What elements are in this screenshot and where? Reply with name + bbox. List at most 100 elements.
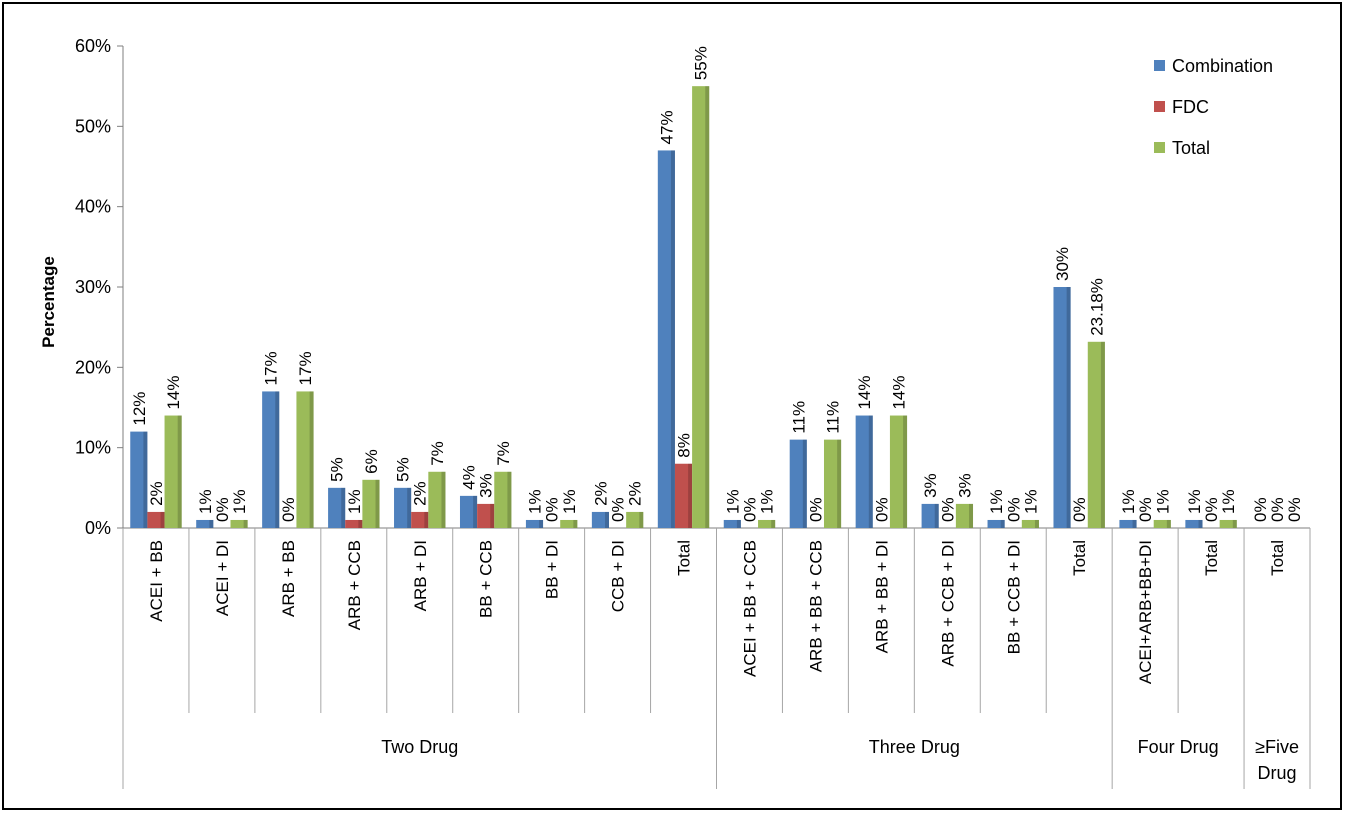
data-label: 0%	[1070, 497, 1089, 522]
data-label: 47%	[657, 110, 676, 144]
bar-combination	[855, 415, 873, 528]
data-label: 1%	[1185, 489, 1204, 514]
bar-combination	[789, 439, 807, 528]
bar-shade	[490, 503, 495, 528]
data-label: 0%	[740, 497, 759, 522]
data-label: 0%	[872, 497, 891, 522]
category-label: ACEI + BB + CCB	[740, 540, 759, 677]
category-axis-layer: ACEI + BB ACEI + DI ARB + BB ARB + CCB ARB +…	[122, 528, 1311, 789]
legend: Combination FDC Total	[1154, 56, 1273, 158]
bar-chart: 0%10%20%30%40%50%60% 12%2%14%1%0%1%17%0%…	[39, 36, 1311, 789]
bar-shade	[688, 463, 693, 528]
data-label: 3%	[955, 473, 974, 498]
bar-combination	[921, 503, 939, 528]
group-label: Two Drug	[381, 737, 458, 757]
category-label: Total	[675, 540, 694, 576]
bar-shade	[934, 503, 939, 528]
bar-shade	[539, 519, 544, 528]
bar-total	[1021, 519, 1039, 528]
category-label: CCB + DI	[609, 540, 628, 612]
bar-shade	[1132, 519, 1137, 528]
y-tick-label: 60%	[75, 36, 111, 56]
data-label: 2%	[626, 481, 645, 506]
data-label: 17%	[296, 351, 315, 385]
bar-fdc	[674, 463, 693, 528]
category-label: ACEI + BB	[147, 540, 166, 622]
bar-shade	[243, 519, 248, 528]
data-label: 1%	[1119, 489, 1138, 514]
bar-total	[494, 471, 512, 528]
bar-total	[758, 519, 776, 528]
bar-total	[164, 415, 182, 528]
bar-shade	[670, 150, 675, 528]
data-label: 2%	[411, 481, 430, 506]
bar-combination	[459, 495, 478, 528]
group-label: Drug	[1258, 763, 1297, 783]
bar-shade	[705, 86, 710, 529]
y-tick-label: 0%	[85, 518, 111, 538]
bar-combination	[328, 487, 346, 528]
data-label: 11%	[789, 401, 808, 434]
data-label: 12%	[130, 392, 149, 426]
data-label: 14%	[164, 376, 183, 410]
data-label: 1%	[345, 489, 364, 514]
bar-shade	[407, 487, 412, 528]
data-label: 0%	[938, 497, 957, 522]
bar-total	[428, 471, 446, 528]
bar-shade	[341, 487, 346, 528]
bar-combination	[1053, 287, 1071, 528]
bar-total	[889, 415, 908, 528]
group-label: Three Drug	[869, 737, 960, 757]
bar-shade	[309, 391, 314, 528]
bars-layer	[130, 86, 1237, 529]
bar-combination	[591, 511, 610, 528]
bar-shade	[358, 519, 363, 528]
data-label: 3%	[921, 473, 940, 498]
data-label: 0%	[1251, 497, 1270, 522]
bar-total	[823, 439, 842, 528]
category-label: ACEI + DI	[213, 540, 232, 616]
bar-shade	[143, 431, 148, 528]
bar-shade	[424, 511, 429, 528]
bar-total	[692, 86, 710, 529]
y-tick-label: 10%	[75, 438, 111, 458]
bar-combination	[394, 487, 412, 528]
bar-shade	[177, 415, 182, 528]
data-label: 17%	[262, 351, 281, 385]
bar-shade	[1166, 519, 1171, 528]
bar-shade	[375, 479, 380, 528]
category-label: ARB + DI	[411, 540, 430, 611]
bar-fdc	[147, 511, 165, 528]
data-label: 0%	[1202, 497, 1221, 522]
bar-shade	[507, 471, 512, 528]
bar-total	[626, 511, 644, 528]
bar-shade	[209, 519, 214, 528]
data-label: 1%	[560, 489, 579, 514]
data-label: 0%	[806, 497, 825, 522]
bar-combination	[987, 519, 1005, 528]
bar-shade	[736, 519, 741, 528]
y-tick-label: 30%	[75, 277, 111, 297]
bar-combination	[1119, 519, 1137, 528]
data-label: 0%	[1004, 497, 1023, 522]
category-label: ARB + CCB + DI	[938, 540, 957, 667]
bar-total	[296, 391, 314, 528]
y-axis-title: Percentage	[39, 256, 58, 348]
category-label: ARB + BB + CCB	[806, 540, 825, 672]
bar-shade	[639, 511, 644, 528]
bar-total	[1087, 341, 1105, 528]
bar-shade	[473, 495, 478, 528]
data-label: 2%	[591, 481, 610, 506]
bar-total	[362, 479, 380, 528]
bar-combination	[130, 431, 148, 528]
bar-shade	[837, 439, 842, 528]
legend-label: FDC	[1172, 97, 1209, 117]
data-label: 30%	[1053, 247, 1072, 281]
data-label: 0%	[1268, 497, 1287, 522]
data-label: 0%	[1136, 497, 1155, 522]
data-label: 23.18%	[1087, 278, 1106, 336]
data-labels-layer: 12%2%14%1%0%1%17%0%17%5%1%6% 5%2%7%4%3%7%…	[130, 46, 1304, 522]
data-label: 1%	[1153, 489, 1172, 514]
category-label: BB + CCB	[477, 540, 496, 618]
category-label: Total	[1268, 540, 1287, 576]
